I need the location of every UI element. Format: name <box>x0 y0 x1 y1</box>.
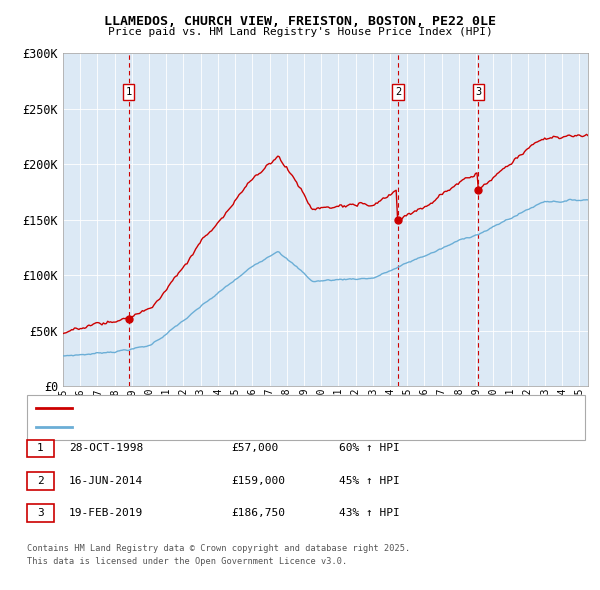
Text: 2: 2 <box>37 476 44 486</box>
Text: 60% ↑ HPI: 60% ↑ HPI <box>339 444 400 453</box>
Text: 19-FEB-2019: 19-FEB-2019 <box>69 509 143 518</box>
Text: 28-OCT-1998: 28-OCT-1998 <box>69 444 143 453</box>
Text: 3: 3 <box>37 509 44 518</box>
Text: HPI: Average price, semi-detached house, Boston: HPI: Average price, semi-detached house,… <box>78 422 360 432</box>
Text: £159,000: £159,000 <box>231 476 285 486</box>
Text: 16-JUN-2014: 16-JUN-2014 <box>69 476 143 486</box>
Text: 43% ↑ HPI: 43% ↑ HPI <box>339 509 400 518</box>
Text: 1: 1 <box>125 87 132 97</box>
Text: LLAMEDOS, CHURCH VIEW, FREISTON, BOSTON, PE22 0LE (semi-detached house): LLAMEDOS, CHURCH VIEW, FREISTON, BOSTON,… <box>78 403 504 412</box>
Text: 45% ↑ HPI: 45% ↑ HPI <box>339 476 400 486</box>
Text: This data is licensed under the Open Government Licence v3.0.: This data is licensed under the Open Gov… <box>27 558 347 566</box>
Text: Price paid vs. HM Land Registry's House Price Index (HPI): Price paid vs. HM Land Registry's House … <box>107 27 493 37</box>
Text: 1: 1 <box>37 444 44 453</box>
Text: £186,750: £186,750 <box>231 509 285 518</box>
Text: 2: 2 <box>395 87 401 97</box>
Text: 3: 3 <box>475 87 481 97</box>
Text: LLAMEDOS, CHURCH VIEW, FREISTON, BOSTON, PE22 0LE: LLAMEDOS, CHURCH VIEW, FREISTON, BOSTON,… <box>104 15 496 28</box>
Text: £57,000: £57,000 <box>231 444 278 453</box>
Text: Contains HM Land Registry data © Crown copyright and database right 2025.: Contains HM Land Registry data © Crown c… <box>27 545 410 553</box>
